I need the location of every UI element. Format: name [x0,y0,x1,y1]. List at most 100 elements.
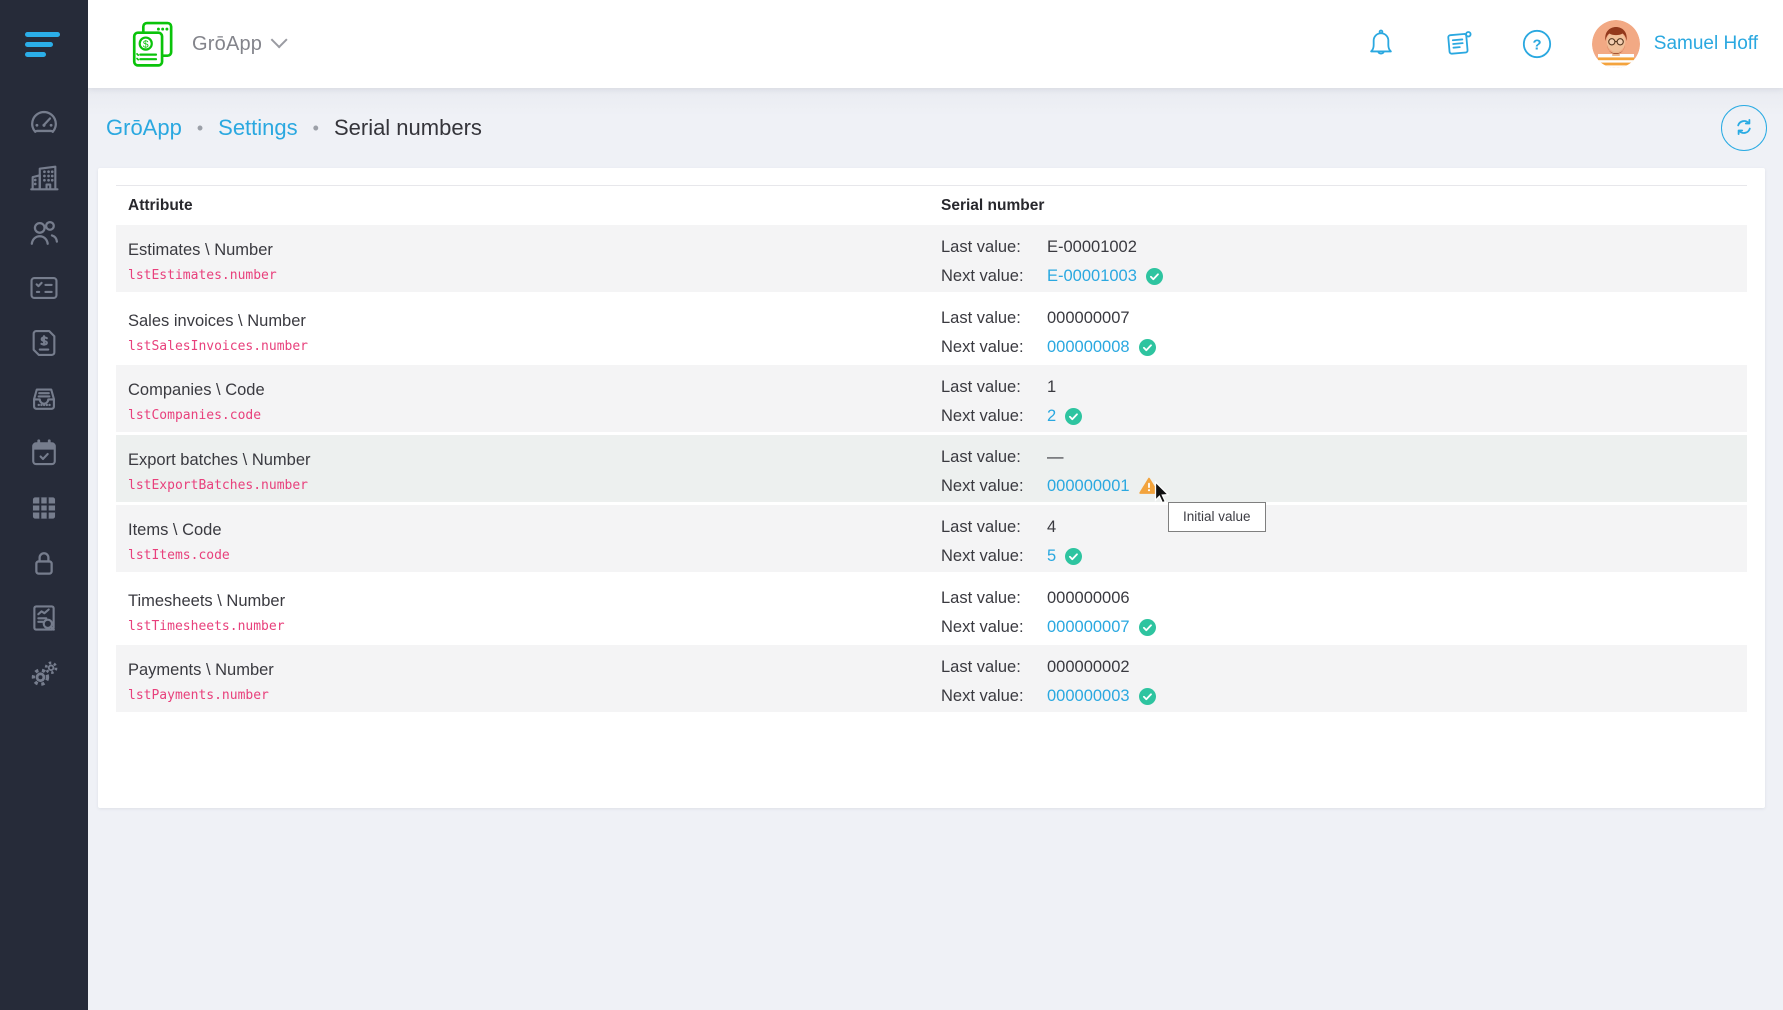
next-value-label: Next value: [941,618,1024,636]
sidebar-nav [0,108,88,692]
page-title: Serial numbers [333,115,482,140]
attribute-name: Items \ Code [128,520,222,539]
app-switcher[interactable]: GrōApp [192,31,288,56]
status-ok-icon [1065,407,1083,425]
sidebar-item-calendar[interactable] [27,438,61,472]
next-value-link[interactable]: 000000007 [1047,618,1130,636]
attribute-name: Sales invoices \ Number [128,312,306,330]
refresh-icon [1732,115,1756,142]
mouse-cursor [1154,480,1173,509]
sidebar-item-reports[interactable] [27,603,61,637]
attribute-cell: Timesheets \ Number lstTimesheets.number [128,581,941,645]
attribute-cell: Estimates \ Number lstEstimates.number [128,231,941,292]
breadcrumb-app-link[interactable]: GrōApp [106,115,182,140]
sidebar-item-dashboard[interactable] [27,108,61,142]
inbox-icon [27,381,61,420]
last-value-label: Last value: [941,309,1021,327]
next-value-line: Next value: 2 [941,405,1735,427]
sidebar-item-settings[interactable] [27,658,61,692]
avatar[interactable] [1591,20,1640,68]
last-value-line: Last value: E-00001002 [941,236,1735,258]
settings-gears-icon [27,656,61,695]
reports-icon [27,601,61,640]
attribute-name: Estimates \ Number [128,240,273,259]
user-name[interactable]: Samuel Hoff [1653,33,1758,54]
serial-number-cell: Last value: E-00001002 Next value: E-000… [941,231,1735,292]
last-value: 000000002 [1047,657,1130,676]
lock-icon [27,546,61,585]
last-value: E-00001002 [1047,237,1137,256]
svg-text:$: $ [143,39,149,50]
serial-number-cell: Last value: 1 Next value: 2 [941,371,1735,432]
next-value-label: Next value: [941,476,1024,495]
table-row: Sales invoices \ Number lstSalesInvoices… [116,295,1747,365]
menu-toggle-icon[interactable] [25,32,61,57]
attribute-code: lstPayments.number [128,687,269,703]
contacts-icon [27,216,61,255]
sidebar-item-tables[interactable] [27,493,61,527]
next-value-line: Next value: 000000003 [941,685,1735,707]
tasks-icon [27,271,61,310]
next-value-label: Next value: [941,546,1024,565]
last-value-line: Last value: 000000002 [941,656,1735,678]
next-value-link[interactable]: 000000003 [1047,686,1130,705]
next-value-link[interactable]: E-00001003 [1047,266,1137,285]
app-logo-icon[interactable]: $ [130,20,176,68]
table-row: Timesheets \ Number lstTimesheets.number… [116,575,1747,645]
breadcrumb-settings-link[interactable]: Settings [218,115,298,140]
topbar: $ GrōApp [88,0,1783,88]
next-value-link[interactable]: 5 [1047,546,1057,565]
next-value-line: Next value: 000000007 [941,617,1735,639]
next-value-link[interactable]: 000000008 [1047,338,1130,356]
last-value-line: Last value: — [941,446,1735,468]
release-notes-icon[interactable] [1442,27,1476,61]
last-value-label: Last value: [941,589,1021,607]
last-value-line: Last value: 000000006 [941,588,1735,610]
serial-numbers-table-card: Attribute Serial number Estimates \ Numb… [98,168,1765,808]
calendar-icon [27,436,61,475]
sales-invoices-icon [27,326,61,365]
attribute-code: lstTimesheets.number [128,619,285,634]
last-value: 4 [1047,517,1057,536]
attribute-cell: Companies \ Code lstCompanies.code [128,371,941,432]
column-header-attribute: Attribute [128,196,193,214]
attribute-code: lstItems.code [128,547,230,563]
refresh-button[interactable] [1721,105,1767,151]
svg-text:?: ? [1532,37,1541,53]
status-ok-icon [1065,547,1083,565]
sidebar-item-tasks[interactable] [27,273,61,307]
last-value-line: Last value: 000000007 [941,308,1735,330]
sidebar-item-security[interactable] [27,548,61,582]
last-value: 000000006 [1047,589,1130,607]
next-value-link[interactable]: 000000001 [1047,476,1130,495]
status-ok-icon [1138,339,1156,356]
table-row: Companies \ Code lstCompanies.code Last … [116,365,1747,435]
status-warning-icon[interactable] [1138,477,1159,495]
attribute-name: Export batches \ Number [128,450,311,469]
sidebar-item-inbox[interactable] [27,383,61,417]
last-value-label: Last value: [941,237,1021,256]
last-value-label: Last value: [941,657,1021,676]
attribute-name: Timesheets \ Number [128,592,286,610]
serial-number-cell: Last value: — Next value: 000000001 [941,441,1735,502]
attribute-code: lstEstimates.number [128,267,277,283]
breadcrumb: GrōApp • Settings • Serial numbers [88,88,1783,168]
sidebar-item-sales-invoices[interactable] [27,328,61,362]
serial-number-cell: Last value: 000000006 Next value: 000000… [941,581,1735,645]
attribute-code: lstSalesInvoices.number [128,339,309,354]
next-value-line: Next value: 000000008 [941,337,1735,359]
last-value-line: Last value: 1 [941,376,1735,398]
sidebar-item-companies[interactable] [27,163,61,197]
attribute-cell: Sales invoices \ Number lstSalesInvoices… [128,301,941,365]
main-content: GrōApp • Settings • Serial numbers Attri… [88,88,1783,1010]
last-value: 000000007 [1047,309,1130,327]
companies-icon [27,161,61,200]
sidebar [0,0,88,1010]
notifications-bell-icon[interactable] [1364,27,1398,61]
app-switcher-label: GrōApp [192,32,263,55]
next-value-link[interactable]: 2 [1047,406,1057,425]
help-icon[interactable]: ? [1520,27,1554,61]
breadcrumb-separator: • [312,117,319,138]
sidebar-item-contacts[interactable] [27,218,61,252]
attribute-cell: Payments \ Number lstPayments.number [128,651,941,712]
